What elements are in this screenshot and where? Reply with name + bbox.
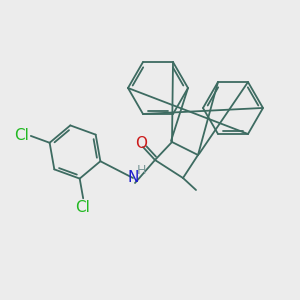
- Text: Cl: Cl: [14, 128, 29, 143]
- Text: H: H: [136, 164, 146, 178]
- Text: N: N: [127, 169, 139, 184]
- Text: Cl: Cl: [75, 200, 90, 215]
- Text: O: O: [135, 136, 147, 151]
